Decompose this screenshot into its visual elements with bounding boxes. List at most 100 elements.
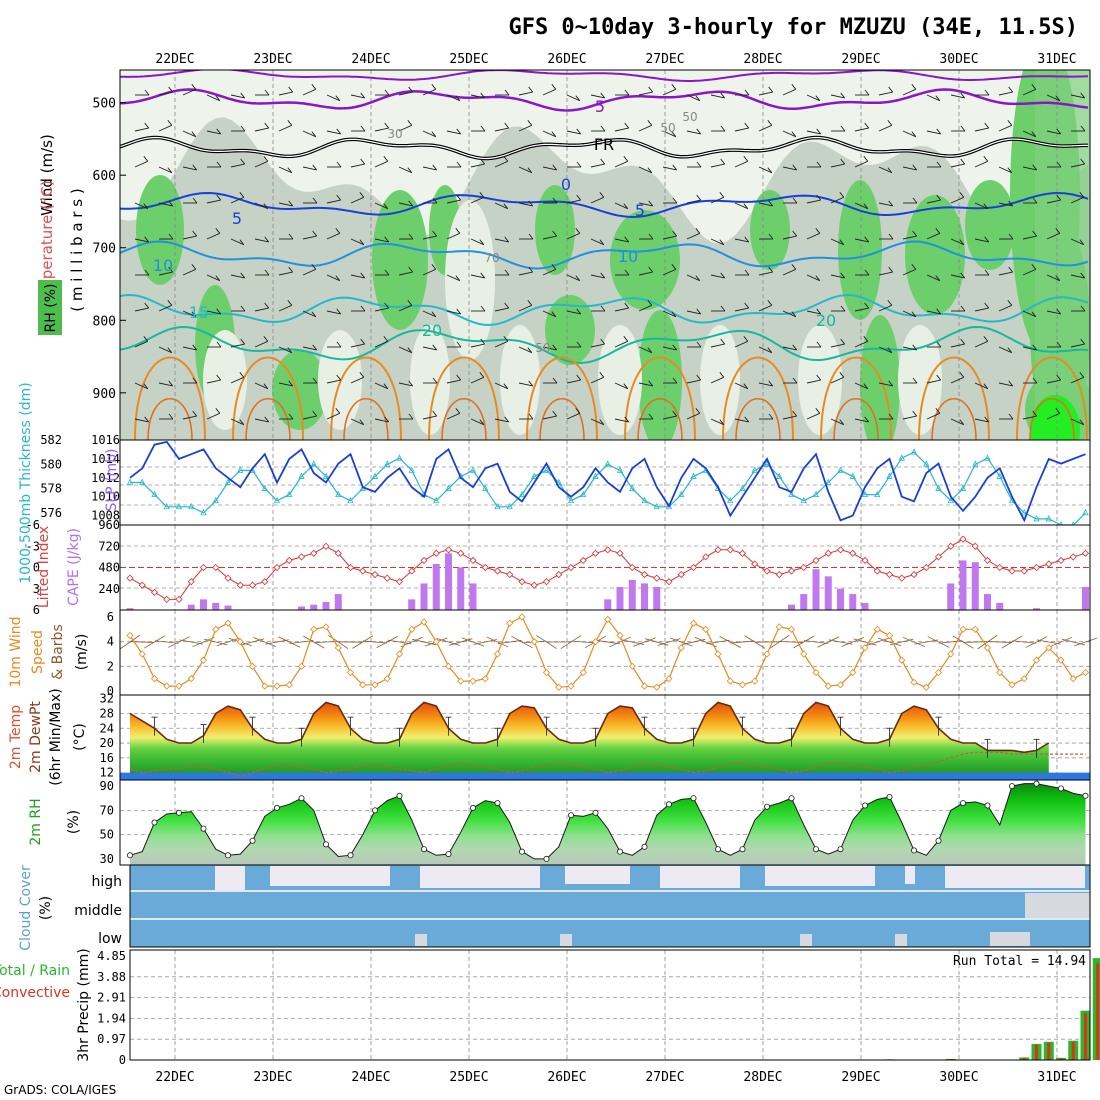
wind-barb-flag xyxy=(312,230,318,237)
wind-barb xyxy=(374,340,388,348)
wind-barb-flag xyxy=(335,228,341,234)
wind-barb-flag xyxy=(408,200,414,207)
wind-barb-flag xyxy=(215,95,221,101)
wind-barb xyxy=(914,639,939,645)
wind-barb xyxy=(1074,637,1097,647)
thickness-line-point xyxy=(1045,515,1052,522)
wind-barb xyxy=(710,196,724,204)
lifted-index-line-point xyxy=(763,567,771,575)
wind-barb-flag xyxy=(624,269,630,276)
wind-barb-flag xyxy=(959,192,965,198)
precip-units: 3hr Precip (mm) xyxy=(76,948,92,1061)
rh-point xyxy=(568,812,575,819)
freezing-level-contour-inner xyxy=(120,136,1088,160)
wind-barb-flag xyxy=(312,377,318,384)
wind-barb-flag xyxy=(768,380,774,387)
thickness-line-point xyxy=(996,472,1003,479)
wind-barb xyxy=(422,130,436,138)
precip-tick-label: 4.85 xyxy=(97,949,126,963)
wind-barb xyxy=(158,124,172,132)
wind-barb xyxy=(633,637,656,647)
wind-speed-line-point xyxy=(285,681,293,689)
wind-barb-flag xyxy=(1080,92,1086,99)
wind-barb-flag xyxy=(791,264,797,270)
lifted-index-line-point xyxy=(677,571,685,579)
wind-barb xyxy=(278,304,292,312)
wind-barb-flag xyxy=(912,197,918,204)
bottom-date-labels: 22DEC 23DEC 24DEC 25DEC 26DEC 27DEC 28DEC 29DEC… xyxy=(155,1070,1076,1085)
wind-barb xyxy=(1046,412,1060,420)
lifted-index-line-point xyxy=(285,556,293,564)
wind-barb-flag xyxy=(599,192,605,198)
wind-barb xyxy=(470,418,484,426)
wind-barb xyxy=(374,307,389,312)
wind-speed-line-point xyxy=(640,682,649,690)
wind-barb-flag xyxy=(1080,125,1086,132)
wind-barb-flag xyxy=(768,200,774,207)
wind-barb xyxy=(902,415,917,420)
wind-barb-flag xyxy=(767,167,773,173)
lifted-index-line-point xyxy=(726,546,734,554)
wind-barb-flag xyxy=(1079,192,1085,198)
lifted-index-line-point xyxy=(420,556,428,564)
wind-barb-flag xyxy=(288,413,294,420)
wind-barb-flag xyxy=(144,416,150,423)
wind-speed-line-point xyxy=(861,644,869,652)
cloud-clear xyxy=(945,866,1085,888)
cloud-level-high: high xyxy=(91,874,122,890)
wind-barb-flag xyxy=(695,228,701,234)
cloud-clear xyxy=(560,934,572,946)
wind-barb-flag xyxy=(503,203,509,209)
wind-barb-flag xyxy=(456,161,462,168)
wind-barb-flag xyxy=(264,416,270,423)
wind-barb xyxy=(614,418,629,423)
wind-tick-label: 2 xyxy=(107,659,114,673)
wind-barb-flag xyxy=(239,239,245,245)
wind-barb-flag xyxy=(744,269,750,276)
temperature-contour-30 xyxy=(539,398,585,440)
lifted-index-line-point xyxy=(959,535,967,543)
wind-speed-line-point xyxy=(163,682,171,690)
wind-barb-flag xyxy=(528,200,534,207)
wind-barb xyxy=(638,124,652,132)
wind-barb xyxy=(730,640,755,644)
wind-barb xyxy=(254,202,268,210)
wind-barb-flag xyxy=(1008,86,1014,93)
cape-bar xyxy=(432,563,440,610)
thickness-line-point xyxy=(727,496,734,504)
thickness-line-point xyxy=(310,460,317,467)
wind-barb-flag xyxy=(887,120,893,126)
wind-barb xyxy=(326,232,340,240)
pressure-tick-label: 500 xyxy=(93,97,116,112)
wind-barb xyxy=(494,238,509,243)
wind-barb xyxy=(854,307,869,312)
wind-barb xyxy=(744,635,766,649)
wind-barb-flag xyxy=(599,239,605,245)
wind-barb-flag xyxy=(936,194,942,201)
cloud-clear xyxy=(415,934,427,946)
wind-barb xyxy=(566,130,581,135)
wind-barb-flag xyxy=(671,311,677,317)
wind-barb-flag xyxy=(143,156,149,162)
wind-speed-line-point xyxy=(922,683,930,691)
wind-barb xyxy=(518,271,533,276)
wind-speed-line-point xyxy=(150,675,159,683)
temperature-contour-minus10 xyxy=(120,70,1089,82)
wind-barb xyxy=(182,88,196,96)
wind-speed-line-point xyxy=(898,656,906,664)
thickness-line-point xyxy=(653,502,660,510)
thickness-line-point xyxy=(984,454,991,461)
wind-barb xyxy=(134,160,148,168)
wind-barb xyxy=(350,376,364,384)
cape-bar xyxy=(861,602,869,610)
wind-barb xyxy=(950,238,964,246)
cloud-clear xyxy=(765,866,875,886)
wind-barb-flag xyxy=(911,311,917,317)
wind-speed-line-point xyxy=(812,668,820,677)
wind-barb xyxy=(614,238,629,243)
wind-speed-line-point xyxy=(1045,644,1053,652)
wind-barb-flag xyxy=(360,338,366,345)
wind-barb-flag xyxy=(287,120,293,126)
lifted-index-line-point xyxy=(812,556,820,564)
wind-barb-flag xyxy=(384,236,390,243)
